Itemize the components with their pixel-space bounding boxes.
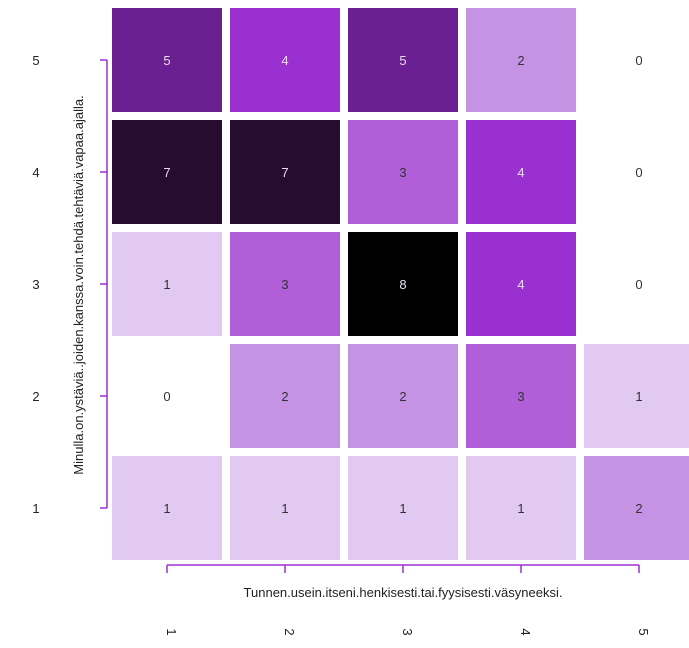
y-tick-label: 3 xyxy=(32,277,39,292)
cell-value-label: 1 xyxy=(281,501,288,516)
heatmap-cell xyxy=(348,344,458,448)
cell-value-label: 0 xyxy=(635,53,642,68)
cell-value-label: 3 xyxy=(517,389,524,404)
cell-value-label: 7 xyxy=(281,165,288,180)
heatmap-cell xyxy=(348,232,458,336)
heatmap-cell xyxy=(112,456,222,560)
heatmap-cell xyxy=(466,120,576,224)
cell-value-label: 2 xyxy=(281,389,288,404)
y-axis: 1 2 3 4 5 xyxy=(32,53,108,516)
cell-value-label: 4 xyxy=(517,165,524,180)
heatmap-cell xyxy=(584,8,689,112)
cell-value-label: 2 xyxy=(635,501,642,516)
cell-value-label: 7 xyxy=(163,165,170,180)
cell-value-label: 1 xyxy=(399,501,406,516)
cell-value-label: 1 xyxy=(163,277,170,292)
heatmap-cell xyxy=(466,456,576,560)
cell-value-label: 5 xyxy=(163,53,170,68)
cell-value-label: 0 xyxy=(163,389,170,404)
x-tick-label: 1 xyxy=(164,628,179,635)
x-tick-label: 5 xyxy=(636,628,651,635)
heatmap-cell xyxy=(348,120,458,224)
heatmap-cell xyxy=(348,456,458,560)
x-tick-label: 4 xyxy=(518,628,533,635)
cell-value-label: 3 xyxy=(281,277,288,292)
heatmap-cells: 1 1 1 1 2 0 2 2 3 1 1 3 8 4 0 7 7 3 4 0 5 4 5 2 0 xyxy=(112,8,689,560)
heatmap-cell xyxy=(348,8,458,112)
x-tick-label: 3 xyxy=(400,628,415,635)
cell-value-label: 4 xyxy=(281,53,288,68)
heatmap-cell xyxy=(230,120,340,224)
cell-value-label: 0 xyxy=(635,165,642,180)
heatmap-cell xyxy=(466,8,576,112)
cell-value-label: 3 xyxy=(399,165,406,180)
heatmap-cell xyxy=(584,344,689,448)
heatmap-cell xyxy=(466,344,576,448)
heatmap-cell xyxy=(112,120,222,224)
heatmap-cell xyxy=(230,232,340,336)
y-tick-label: 5 xyxy=(32,53,39,68)
y-tick-label: 2 xyxy=(32,389,39,404)
cell-value-label: 2 xyxy=(399,389,406,404)
heatmap-cell xyxy=(112,8,222,112)
cell-value-label: 4 xyxy=(517,277,524,292)
cell-value-label: 1 xyxy=(635,389,642,404)
heatmap-cell xyxy=(230,344,340,448)
heatmap-cell xyxy=(230,8,340,112)
cell-value-label: 8 xyxy=(399,277,406,292)
y-tick-label: 1 xyxy=(32,501,39,516)
x-tick-label: 2 xyxy=(282,628,297,635)
heatmap-cell xyxy=(230,456,340,560)
heatmap-cell xyxy=(584,456,689,560)
heatmap-cell xyxy=(584,232,689,336)
heatmap-cell xyxy=(466,232,576,336)
cell-value-label: 1 xyxy=(163,501,170,516)
heatmap-cell xyxy=(112,344,222,448)
x-axis-title: Tunnen.usein.itseni.henkisesti.tai.fyysi… xyxy=(244,585,563,600)
cell-value-label: 2 xyxy=(517,53,524,68)
cell-value-label: 0 xyxy=(635,277,642,292)
heatmap-cell xyxy=(112,232,222,336)
y-axis-title: Minulla.on.ystäviä..joiden.kanssa.voin.t… xyxy=(71,95,86,474)
y-tick-label: 4 xyxy=(32,165,39,180)
cell-value-label: 5 xyxy=(399,53,406,68)
heatmap-cell xyxy=(584,120,689,224)
cell-value-label: 1 xyxy=(517,501,524,516)
x-axis: 1 2 3 4 5 xyxy=(164,564,651,636)
